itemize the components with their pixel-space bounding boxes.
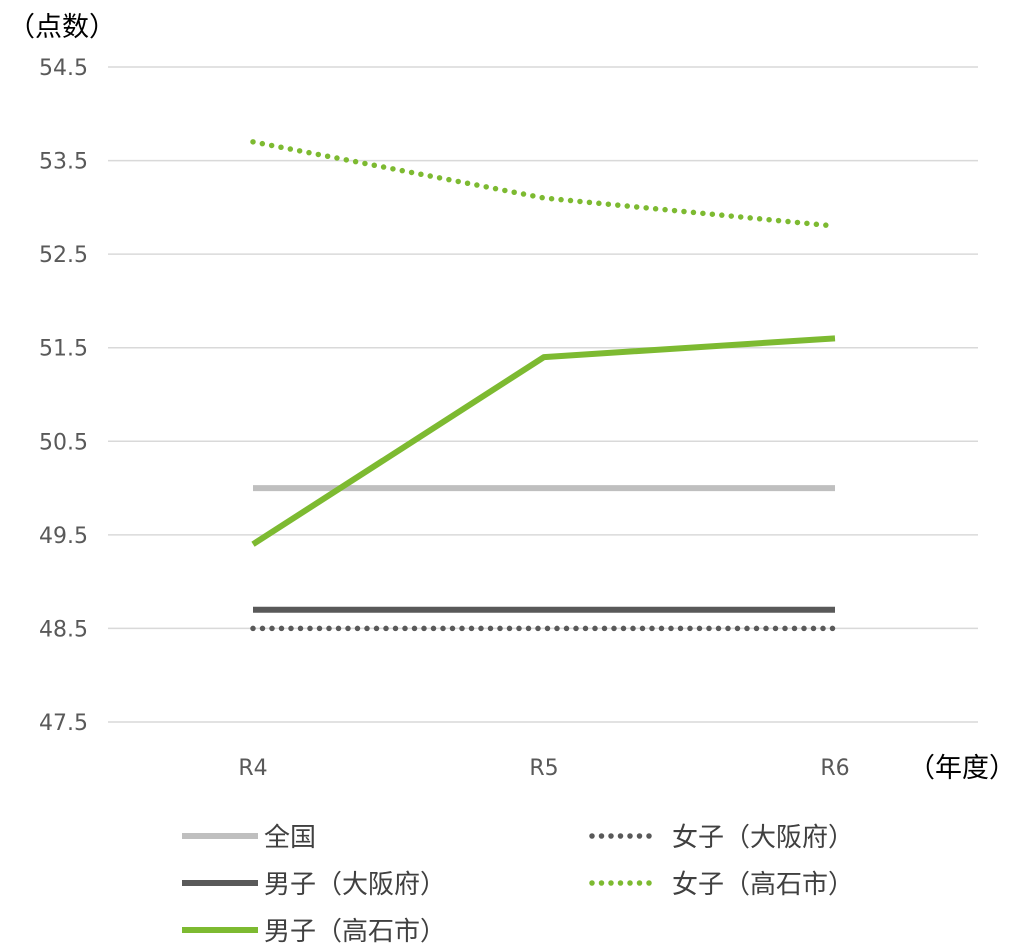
series-line [250,139,838,229]
y-tick-label: 47.5 [39,711,88,736]
y-tick-label: 48.5 [39,617,88,642]
x-axis-unit-label: （年度） [908,753,1016,784]
y-tick-label: 53.5 [39,150,88,175]
y-axis-unit-label: （点数） [8,12,116,43]
y-tick-label: 51.5 [39,337,88,362]
y-tick-label: 52.5 [39,243,88,268]
legend-label: 女子（大阪府） [672,823,854,853]
gridlines [108,66,978,723]
y-tick-label: 54.5 [39,56,88,81]
legend-label: 男子（高石市） [264,917,446,944]
series-line [251,335,836,547]
series-lines [250,139,838,632]
y-tick-label: 50.5 [39,430,88,455]
x-tick-labels: R4 R5 R6 [238,756,849,781]
x-tick-label: R4 [238,756,267,781]
legend-label: 全国 [264,823,316,853]
y-tick-labels: 54.5 53.5 52.5 51.5 50.5 49.5 48.5 47.5 [39,56,88,736]
y-tick-label: 49.5 [39,524,88,549]
x-tick-label: R5 [529,756,558,781]
legend-label: 女子（高石市） [672,870,854,900]
x-tick-label: R6 [820,756,849,781]
legend-label: 男子（大阪府） [264,870,446,900]
